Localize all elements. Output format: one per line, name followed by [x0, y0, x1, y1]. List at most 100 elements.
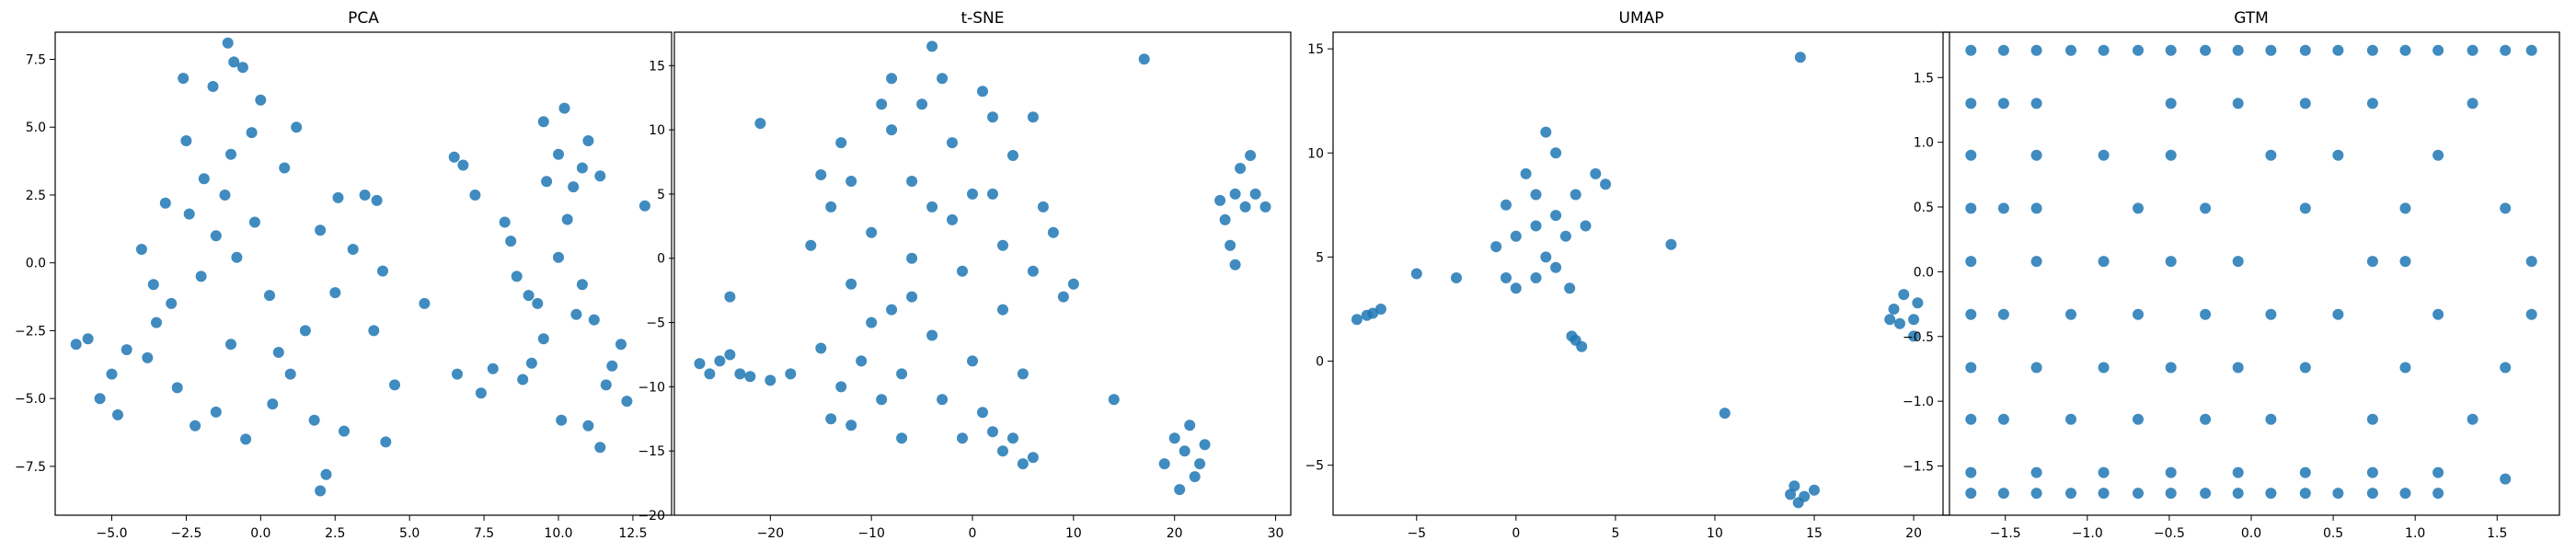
scatter-point	[2399, 256, 2411, 268]
scatter-point	[1997, 98, 2009, 109]
scatter-point	[2030, 149, 2042, 161]
scatter-point	[825, 413, 837, 425]
scatter-point	[151, 316, 162, 328]
tick-group: −5.0 −2.5 0.0 2.5 5.0 7.5 10.0 12.5 −7.5 −5.0 −2.5…	[15, 52, 648, 541]
scatter-point	[380, 436, 392, 448]
scatter-point	[588, 314, 600, 326]
scatter-point	[2133, 488, 2144, 500]
x-tick-label: 0	[1512, 526, 1520, 541]
x-tick-label: 0	[969, 526, 977, 541]
scatter-point	[1189, 471, 1201, 483]
scatter-point	[2030, 98, 2042, 109]
scatter-point	[866, 226, 878, 238]
scatter-point	[1550, 210, 1562, 222]
scatter-point	[825, 201, 837, 213]
scatter-point	[576, 162, 588, 174]
scatter-point	[2030, 362, 2042, 374]
scatter-point	[987, 188, 998, 200]
x-tick-label: −2.5	[170, 526, 201, 541]
scatter-point	[228, 56, 240, 68]
scatter-point	[2265, 44, 2277, 56]
scatter-point	[1229, 188, 1241, 200]
y-tick-label: 7.5	[26, 52, 46, 67]
scatter-point	[1965, 362, 1977, 374]
scatter-point	[1665, 238, 1677, 250]
scatter-point	[171, 382, 183, 394]
y-tick-label: 0.5	[1914, 201, 1934, 215]
y-tick-label: 0.0	[26, 257, 46, 271]
scatter-point	[556, 414, 568, 426]
scatter-point	[845, 176, 857, 187]
y-tick-label: 15	[649, 59, 665, 74]
y-tick-label: 5	[1316, 250, 1324, 265]
scatter-point	[558, 102, 570, 114]
scatter-point	[2098, 466, 2110, 478]
scatter-point	[896, 368, 908, 380]
scatter-point	[240, 433, 252, 445]
scatter-point	[1997, 44, 2009, 56]
x-tick-label: −5.0	[96, 526, 127, 541]
scatter-point	[291, 121, 303, 133]
scatter-point	[594, 442, 606, 454]
scatter-point	[1501, 199, 1512, 211]
scatter-point	[606, 360, 618, 372]
scatter-point	[248, 216, 260, 228]
scatter-point	[2525, 44, 2537, 56]
scatter-point	[94, 393, 106, 405]
scatter-point	[2399, 44, 2411, 56]
scatter-point	[2232, 488, 2244, 500]
scatter-point	[135, 244, 147, 255]
scatter-point	[315, 224, 327, 236]
scatter-point	[106, 368, 118, 380]
scatter-point	[210, 406, 222, 418]
scatter-point	[190, 420, 201, 431]
scatter-point	[553, 251, 564, 263]
scatter-point	[1540, 251, 1552, 263]
scatter-point	[2299, 466, 2311, 478]
scatter-point	[452, 368, 463, 380]
scatter-point	[876, 98, 888, 110]
panel-tsne: t-SNE −20 −10 0 10 20 30 −20 −15 −10 −5 0 5 10 15	[638, 9, 1292, 541]
x-tick-label: 10	[1065, 526, 1082, 541]
scatter-point	[937, 73, 949, 85]
scatter-point	[876, 394, 888, 406]
scatter-point	[255, 94, 267, 106]
scatter-point	[1888, 304, 1900, 315]
scatter-point	[2299, 488, 2311, 500]
scatter-point	[1367, 307, 1379, 319]
scatter-point	[180, 135, 192, 146]
scatter-point	[724, 291, 736, 303]
scatter-point	[886, 73, 898, 85]
scatter-point	[475, 387, 487, 399]
scatter-point	[2030, 256, 2042, 268]
scatter-point	[947, 213, 958, 225]
scatter-point	[1259, 201, 1271, 213]
scatter-point	[2133, 202, 2144, 214]
x-tick-label: 1.5	[2487, 526, 2507, 541]
panel-gtm: GTM −1.5 −1.0 −0.5 0.0 0.5 1.0 1.5 −1.5 −1.0 −0.5…	[1903, 9, 2560, 541]
scatter-point	[1158, 458, 1170, 470]
scatter-point	[195, 270, 207, 282]
scatter-point	[198, 173, 210, 185]
scatter-point	[2030, 488, 2042, 500]
scatter-point	[1490, 241, 1502, 253]
scatter-point	[1590, 167, 1602, 179]
scatter-point	[2098, 362, 2110, 374]
scatter-point	[225, 339, 236, 351]
y-tick-label: 15	[1307, 42, 1324, 57]
scatter-point	[142, 351, 154, 363]
scatter-point	[1017, 368, 1029, 380]
scatter-point	[2467, 413, 2478, 425]
scatter-point	[1017, 458, 1029, 470]
scatter-point	[2432, 44, 2444, 56]
scatter-point	[1570, 189, 1581, 201]
x-tick-label: 15	[1806, 526, 1823, 541]
y-tick-label: −1.5	[1903, 460, 1934, 475]
scatter-point	[359, 190, 371, 201]
scatter-point	[147, 279, 159, 291]
scatter-point	[694, 358, 706, 370]
scatter-point	[926, 329, 938, 341]
scatter-point	[594, 170, 606, 182]
scatter-point	[1785, 489, 1797, 500]
scatter-point	[765, 374, 776, 386]
